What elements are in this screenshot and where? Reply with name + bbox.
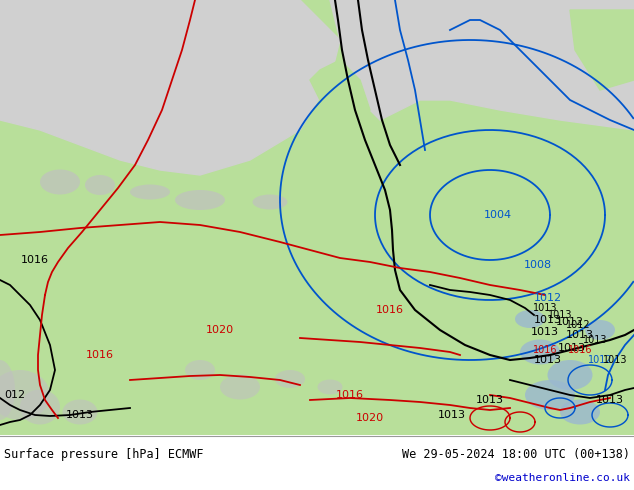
- Text: 1013: 1013: [583, 335, 607, 345]
- Text: 1012: 1012: [556, 317, 584, 327]
- Text: 1013: 1013: [603, 355, 627, 365]
- Polygon shape: [0, 0, 340, 175]
- Ellipse shape: [175, 190, 225, 210]
- Text: 1013: 1013: [596, 395, 624, 405]
- Ellipse shape: [0, 360, 15, 420]
- Text: 1013: 1013: [531, 327, 559, 337]
- Text: 1016: 1016: [86, 350, 114, 360]
- Text: 1013: 1013: [566, 330, 594, 340]
- Ellipse shape: [63, 399, 98, 424]
- Ellipse shape: [515, 310, 545, 328]
- Text: 1012: 1012: [534, 293, 562, 303]
- Ellipse shape: [85, 175, 115, 195]
- Polygon shape: [330, 0, 634, 130]
- Ellipse shape: [220, 374, 260, 399]
- Text: 1013: 1013: [476, 395, 504, 405]
- Text: 1013: 1013: [438, 410, 466, 420]
- Ellipse shape: [20, 390, 60, 424]
- Text: 1013: 1013: [533, 303, 557, 313]
- Ellipse shape: [130, 185, 170, 199]
- Ellipse shape: [185, 360, 215, 380]
- Text: 1004: 1004: [484, 210, 512, 220]
- Text: 1013: 1013: [534, 315, 562, 325]
- Text: 1013: 1013: [534, 355, 562, 365]
- Text: 1020: 1020: [356, 413, 384, 423]
- Text: Surface pressure [hPa] ECMWF: Surface pressure [hPa] ECMWF: [4, 448, 204, 461]
- Ellipse shape: [318, 379, 342, 394]
- Text: 1016: 1016: [21, 255, 49, 265]
- Text: 1016: 1016: [568, 345, 592, 355]
- Ellipse shape: [252, 195, 287, 210]
- Text: 1013: 1013: [558, 343, 586, 353]
- Text: 1013: 1013: [66, 410, 94, 420]
- Text: 012: 012: [4, 390, 25, 400]
- Ellipse shape: [520, 340, 560, 365]
- Ellipse shape: [525, 380, 575, 410]
- Text: ©weatheronline.co.uk: ©weatheronline.co.uk: [495, 473, 630, 483]
- Text: 1012: 1012: [566, 320, 590, 330]
- Polygon shape: [570, 10, 634, 90]
- Text: 1012: 1012: [588, 355, 612, 365]
- Text: 1008: 1008: [524, 260, 552, 270]
- Ellipse shape: [548, 360, 593, 390]
- Text: 1016: 1016: [533, 345, 557, 355]
- Text: 1016: 1016: [336, 390, 364, 400]
- Ellipse shape: [40, 170, 80, 195]
- Ellipse shape: [0, 370, 50, 420]
- Ellipse shape: [275, 370, 305, 388]
- Text: 1020: 1020: [206, 325, 234, 335]
- Text: 1016: 1016: [376, 305, 404, 315]
- Polygon shape: [310, 60, 370, 130]
- Text: 1013: 1013: [548, 310, 573, 320]
- Text: We 29-05-2024 18:00 UTC (00+138): We 29-05-2024 18:00 UTC (00+138): [402, 448, 630, 461]
- Ellipse shape: [585, 320, 615, 340]
- Ellipse shape: [560, 399, 600, 424]
